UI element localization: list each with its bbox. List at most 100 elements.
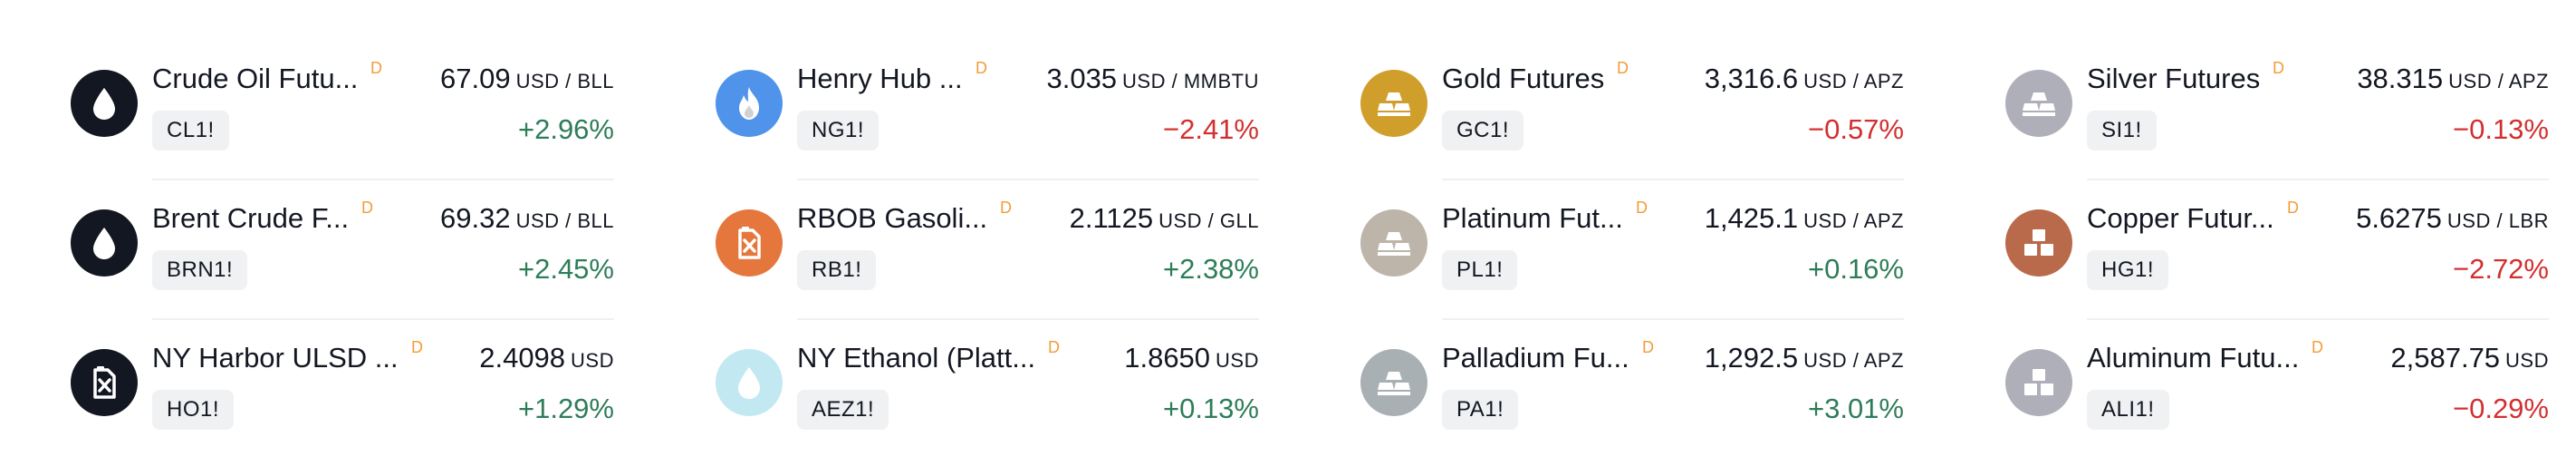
price-value: 69.32: [439, 202, 511, 234]
delayed-data-badge: D: [2312, 338, 2323, 356]
price-change: +2.38%: [1162, 253, 1259, 285]
ticker-badge[interactable]: NG1!: [797, 111, 879, 150]
symbol-name[interactable]: Gold Futures: [1442, 63, 1605, 94]
price-unit: USD / MMBTU: [1122, 70, 1259, 92]
fuel-canister-icon: [716, 209, 783, 277]
symbol-name[interactable]: Palladium Fu...: [1442, 342, 1629, 374]
symbol-name[interactable]: NY Ethanol (Platt...: [797, 342, 1036, 374]
symbol-price: 5.6275 USD / LBR: [2356, 202, 2549, 235]
price-change: −0.29%: [2452, 393, 2549, 424]
price-unit: USD / LBR: [2446, 209, 2549, 232]
symbol-card[interactable]: Crude Oil Futu... D 67.09 USD / BLL CL1! …: [71, 41, 614, 180]
symbol-card[interactable]: Silver Futures D 38.315 USD / APZ SI1! −0…: [2005, 41, 2549, 180]
flame-icon: [716, 70, 783, 137]
symbol-name[interactable]: Aluminum Futu...: [2087, 342, 2300, 374]
price-value: 2.4098: [479, 342, 566, 374]
symbol-card[interactable]: Gold Futures D 3,316.6 USD / APZ GC1! −0.…: [1360, 41, 1904, 180]
price-unit: USD / BLL: [515, 70, 614, 92]
ingot-stack-icon: [1360, 349, 1427, 416]
symbol-price: 1,292.5 USD / APZ: [1705, 342, 1904, 374]
price-value: 5.6275: [2356, 202, 2442, 234]
price-unit: USD / APZ: [1803, 70, 1904, 92]
ticker-badge[interactable]: SI1!: [2087, 111, 2157, 150]
price-change: −0.57%: [1807, 113, 1904, 145]
price-change: −0.13%: [2452, 113, 2549, 145]
delayed-data-badge: D: [1642, 338, 1654, 356]
price-value: 2.1125: [1069, 202, 1154, 234]
delayed-data-badge: D: [2287, 199, 2299, 217]
price-value: 67.09: [439, 63, 511, 94]
price-change: +2.45%: [517, 253, 614, 285]
symbol-price: 2.4098 USD: [479, 342, 614, 374]
futures-column: Crude Oil Futu... D 67.09 USD / BLL CL1! …: [71, 41, 614, 460]
symbol-card[interactable]: NY Harbor ULSD ... D 2.4098 USD HO1! +1.2…: [71, 320, 614, 460]
cube-stack-icon: [2005, 209, 2072, 277]
delayed-data-badge: D: [1000, 199, 1012, 217]
symbol-name[interactable]: Crude Oil Futu...: [152, 63, 359, 94]
ticker-badge[interactable]: RB1!: [797, 250, 877, 290]
price-change: −2.72%: [2452, 253, 2549, 285]
price-unit: USD / APZ: [2448, 70, 2549, 92]
symbol-price: 3.035 USD / MMBTU: [1046, 63, 1259, 95]
delayed-data-badge: D: [370, 59, 382, 77]
symbol-name[interactable]: Copper Futur...: [2087, 202, 2274, 234]
ticker-badge[interactable]: PL1!: [1442, 250, 1518, 290]
symbol-name[interactable]: Silver Futures: [2087, 63, 2261, 94]
ticker-badge[interactable]: HG1!: [2087, 250, 2169, 290]
price-change: +0.13%: [1162, 393, 1259, 424]
price-unit: USD / GLL: [1158, 209, 1259, 232]
futures-column: Henry Hub ... D 3.035 USD / MMBTU NG1! −2…: [716, 41, 1259, 460]
ticker-badge[interactable]: PA1!: [1442, 390, 1519, 430]
price-change: +1.29%: [517, 393, 614, 424]
symbol-name[interactable]: NY Harbor ULSD ...: [152, 342, 399, 374]
ticker-badge[interactable]: HO1!: [152, 390, 235, 430]
symbol-price: 2,587.75 USD: [2390, 342, 2549, 374]
futures-column: Silver Futures D 38.315 USD / APZ SI1! −0…: [2005, 41, 2549, 460]
delayed-data-badge: D: [976, 59, 987, 77]
delayed-data-badge: D: [2273, 59, 2284, 77]
symbol-card[interactable]: Copper Futur... D 5.6275 USD / LBR HG1! −…: [2005, 180, 2549, 320]
ingot-stack-icon: [1360, 70, 1427, 137]
price-change: +0.16%: [1807, 253, 1904, 285]
symbol-name[interactable]: Platinum Fut...: [1442, 202, 1623, 234]
symbol-card[interactable]: NY Ethanol (Platt... D 1.8650 USD AEZ1! +…: [716, 320, 1259, 460]
delayed-data-badge: D: [411, 338, 423, 356]
symbol-price: 2.1125 USD / GLL: [1070, 202, 1259, 235]
symbol-name[interactable]: Brent Crude F...: [152, 202, 350, 234]
delayed-data-badge: D: [1617, 59, 1629, 77]
symbol-card[interactable]: Brent Crude F... D 69.32 USD / BLL BRN1! …: [71, 180, 614, 320]
price-change: +2.96%: [517, 113, 614, 145]
symbol-card[interactable]: Platinum Fut... D 1,425.1 USD / APZ PL1! …: [1360, 180, 1904, 320]
price-value: 1,292.5: [1704, 342, 1799, 374]
ticker-badge[interactable]: AEZ1!: [797, 390, 889, 430]
price-value: 1,425.1: [1704, 202, 1799, 234]
symbol-price: 3,316.6 USD / APZ: [1705, 63, 1904, 95]
symbol-card[interactable]: Henry Hub ... D 3.035 USD / MMBTU NG1! −2…: [716, 41, 1259, 180]
futures-column: Gold Futures D 3,316.6 USD / APZ GC1! −0.…: [1360, 41, 1904, 460]
price-unit: USD: [571, 349, 614, 372]
ticker-badge[interactable]: GC1!: [1442, 111, 1524, 150]
price-change: +3.01%: [1807, 393, 1904, 424]
symbol-price: 69.32 USD / BLL: [440, 202, 614, 235]
ingot-stack-icon: [2005, 70, 2072, 137]
price-unit: USD: [1216, 349, 1259, 372]
ticker-badge[interactable]: BRN1!: [152, 250, 248, 290]
delayed-data-badge: D: [361, 199, 373, 217]
symbol-card[interactable]: RBOB Gasoli... D 2.1125 USD / GLL RB1! +2…: [716, 180, 1259, 320]
oil-drop-icon: [71, 209, 138, 277]
symbol-card[interactable]: Aluminum Futu... D 2,587.75 USD ALI1! −0.…: [2005, 320, 2549, 460]
symbol-name[interactable]: RBOB Gasoli...: [797, 202, 988, 234]
symbol-price: 1.8650 USD: [1124, 342, 1259, 374]
symbol-price: 38.315 USD / APZ: [2357, 63, 2549, 95]
symbol-price: 67.09 USD / BLL: [440, 63, 614, 95]
ticker-badge[interactable]: CL1!: [152, 111, 229, 150]
symbol-name[interactable]: Henry Hub ...: [797, 63, 963, 94]
price-value: 1.8650: [1124, 342, 1211, 374]
ticker-badge[interactable]: ALI1!: [2087, 390, 2169, 430]
symbol-price: 1,425.1 USD / APZ: [1705, 202, 1904, 235]
delayed-data-badge: D: [1048, 338, 1060, 356]
price-unit: USD: [2505, 349, 2549, 372]
symbol-card[interactable]: Palladium Fu... D 1,292.5 USD / APZ PA1! …: [1360, 320, 1904, 460]
price-value: 3.035: [1046, 63, 1118, 94]
